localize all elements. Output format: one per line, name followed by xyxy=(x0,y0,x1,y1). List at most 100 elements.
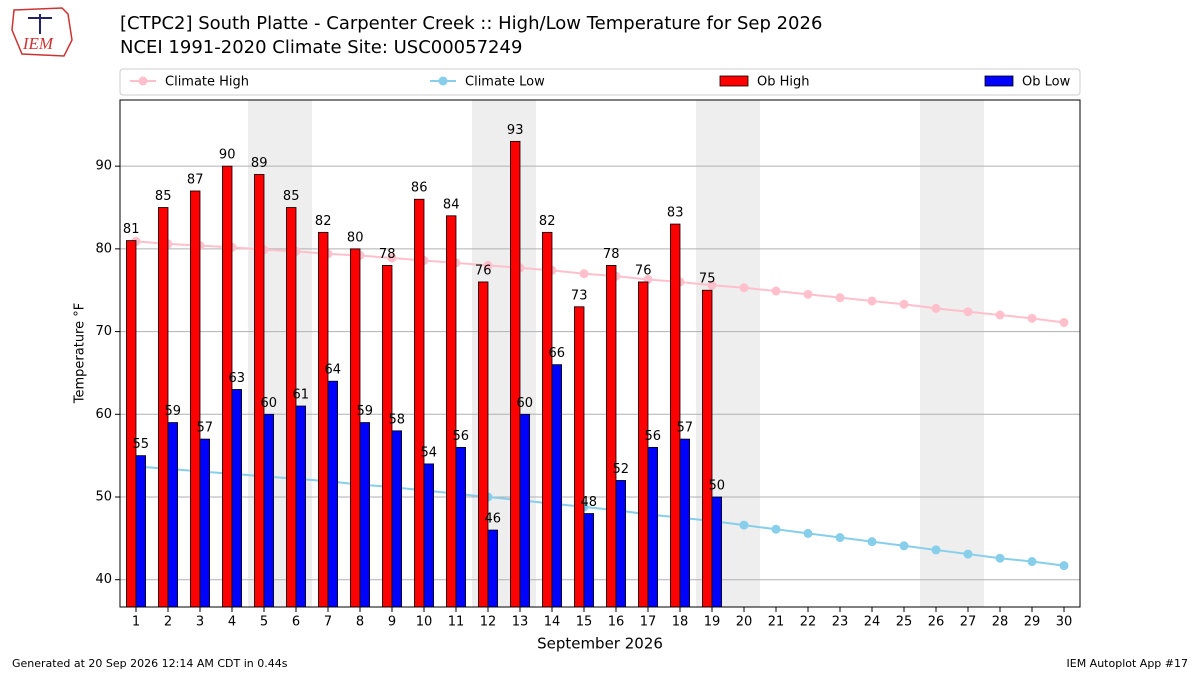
x-tick-label: 17 xyxy=(640,615,657,630)
data-label: 80 xyxy=(347,230,364,245)
bar xyxy=(231,389,243,608)
legend-marker xyxy=(438,76,448,86)
line-marker xyxy=(579,269,589,279)
chart-subtitle: NCEI 1991-2020 Climate Site: USC00057249 xyxy=(120,37,522,58)
x-tick-label: 9 xyxy=(388,615,396,630)
bar xyxy=(317,231,329,608)
bar xyxy=(670,223,681,608)
legend-label: Ob High xyxy=(757,75,810,90)
legend xyxy=(119,68,1081,96)
bar xyxy=(423,463,435,608)
x-axis-label: September 2026 xyxy=(537,635,663,653)
data-label: 59 xyxy=(165,404,182,419)
bar xyxy=(359,422,371,608)
data-label: 60 xyxy=(517,396,534,411)
data-label: 54 xyxy=(421,445,438,460)
x-tick-label: 28 xyxy=(992,615,1009,630)
data-label: 60 xyxy=(261,396,278,411)
data-label: 50 xyxy=(709,478,726,493)
line-marker xyxy=(867,537,877,547)
line-marker xyxy=(771,524,781,534)
line-marker xyxy=(867,296,877,306)
line-marker xyxy=(483,260,493,270)
x-tick-label: 15 xyxy=(576,615,593,630)
data-label: 52 xyxy=(613,462,630,477)
line-marker xyxy=(771,286,781,296)
data-label: 56 xyxy=(645,429,662,444)
line-marker xyxy=(963,307,973,317)
x-tick-label: 22 xyxy=(800,615,817,630)
bar xyxy=(126,240,137,608)
footer-right: IEM Autoplot App #17 xyxy=(1067,657,1189,670)
x-tick-label: 11 xyxy=(448,615,465,630)
line-marker xyxy=(707,280,717,290)
y-tick-label: 50 xyxy=(95,489,112,504)
data-label: 46 xyxy=(485,512,502,527)
x-tick-label: 26 xyxy=(928,615,945,630)
data-label: 59 xyxy=(357,404,374,419)
x-tick-label: 25 xyxy=(896,615,913,630)
bar xyxy=(574,306,585,608)
legend-marker xyxy=(138,76,148,86)
chart-title: [CTPC2] South Platte - Carpenter Creek :… xyxy=(120,13,822,34)
bar xyxy=(445,215,457,608)
x-tick-label: 30 xyxy=(1056,615,1073,630)
bar xyxy=(711,496,723,608)
line-marker xyxy=(1027,313,1037,323)
data-label: 90 xyxy=(219,148,236,163)
data-label: 82 xyxy=(539,214,556,229)
y-tick-label: 80 xyxy=(95,241,112,256)
bar xyxy=(455,446,467,608)
data-label: 56 xyxy=(453,429,470,444)
x-tick-label: 2 xyxy=(164,615,172,630)
data-label: 85 xyxy=(155,189,172,204)
data-label: 57 xyxy=(677,421,694,436)
x-tick-label: 7 xyxy=(324,615,332,630)
x-tick-label: 4 xyxy=(228,615,236,630)
logo-outline xyxy=(11,7,73,57)
line-marker xyxy=(803,289,813,299)
data-label: 87 xyxy=(187,172,204,187)
bar xyxy=(606,265,617,608)
line-marker xyxy=(931,545,941,555)
data-label: 55 xyxy=(133,437,150,452)
data-label: 64 xyxy=(325,363,342,378)
weekend-shade xyxy=(920,100,984,607)
data-label: 76 xyxy=(475,263,492,278)
data-label: 86 xyxy=(411,181,428,196)
line-marker xyxy=(1059,561,1069,571)
bar xyxy=(381,265,393,608)
bar xyxy=(349,248,361,608)
bar xyxy=(263,413,275,608)
line-marker xyxy=(899,541,909,551)
legend-label: Climate Low xyxy=(465,75,545,90)
y-tick-label: 40 xyxy=(95,572,112,587)
bar xyxy=(189,190,201,608)
data-label: 89 xyxy=(251,156,268,171)
data-label: 76 xyxy=(635,263,652,278)
data-label: 82 xyxy=(315,214,332,229)
bar xyxy=(542,231,553,608)
logo-text: IEM xyxy=(22,34,54,53)
bar xyxy=(413,198,425,608)
x-tick-label: 18 xyxy=(672,615,689,630)
bar xyxy=(135,455,147,608)
y-tick-label: 70 xyxy=(95,324,112,339)
line-marker xyxy=(803,528,813,538)
y-axis-label: Temperature °F xyxy=(73,303,88,404)
legend-label: Climate High xyxy=(165,75,249,90)
line-marker xyxy=(995,310,1005,320)
line-marker xyxy=(739,520,749,530)
y-tick-label: 60 xyxy=(95,407,112,422)
bar xyxy=(253,174,265,608)
x-tick-label: 6 xyxy=(292,615,300,630)
legend-label: Ob Low xyxy=(1022,75,1071,90)
bar xyxy=(167,422,179,608)
x-tick-label: 12 xyxy=(480,615,497,630)
line-marker xyxy=(1059,317,1069,327)
logo: IEM xyxy=(11,7,73,57)
x-tick-label: 21 xyxy=(768,615,785,630)
bar xyxy=(647,446,659,608)
bar xyxy=(702,289,713,608)
